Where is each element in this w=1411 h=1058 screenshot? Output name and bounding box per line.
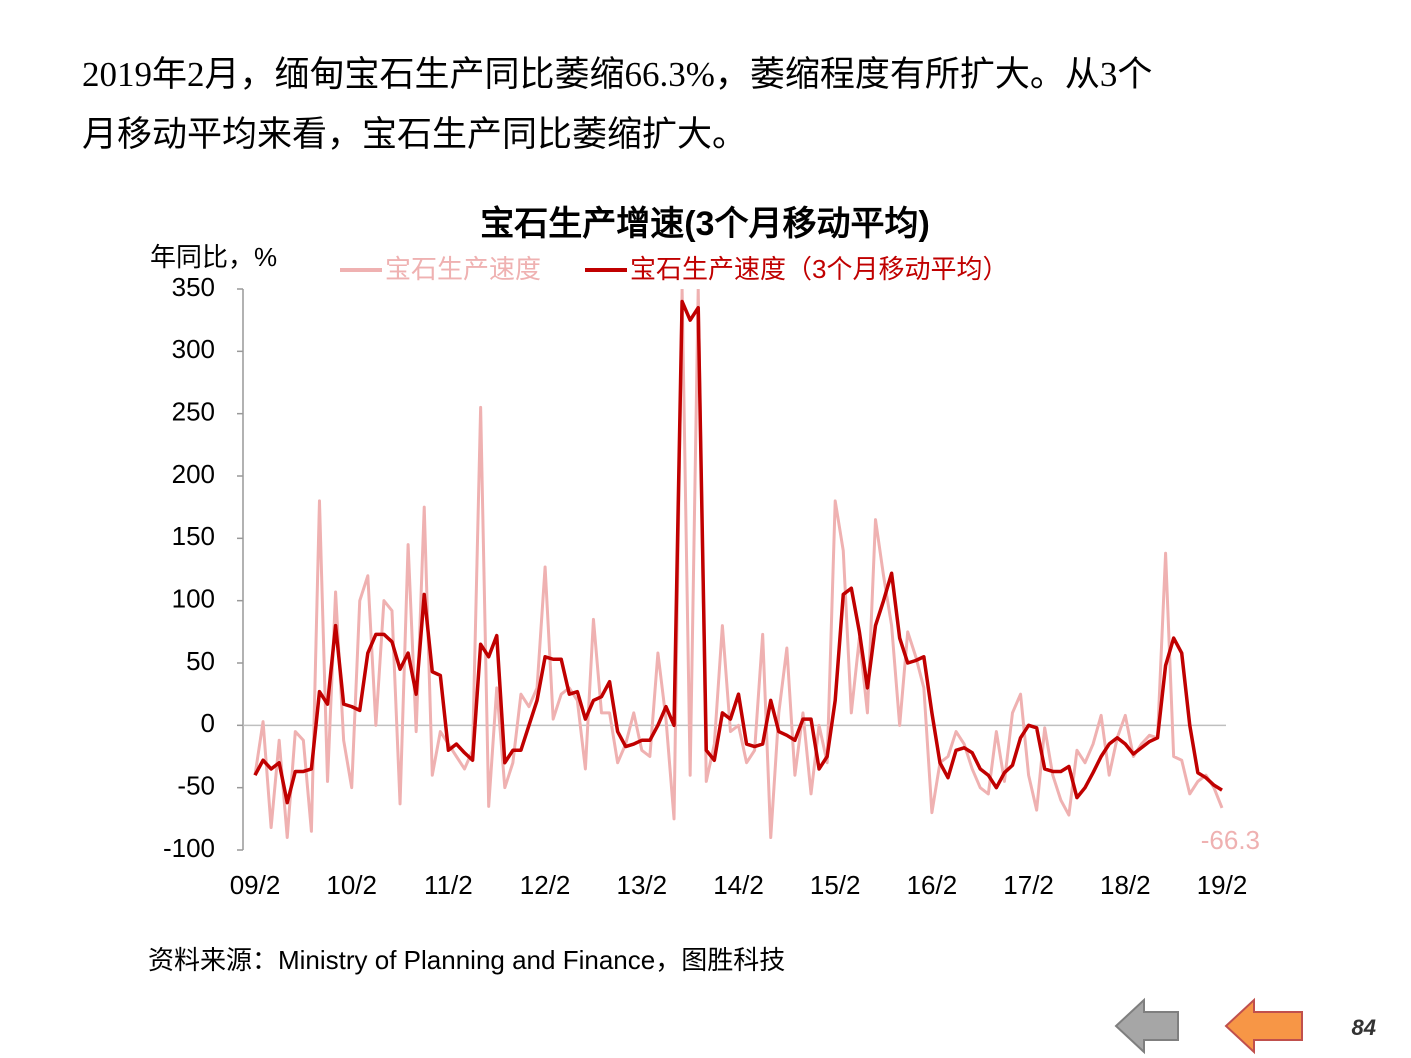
y-axis-label: 年同比，% bbox=[150, 242, 277, 272]
legend-label: 宝石生产速度（3个月移动平均） bbox=[630, 254, 1008, 284]
x-tick-label: 16/2 bbox=[907, 870, 958, 900]
source: 资料来源：Ministry of Planning and Finance，图胜… bbox=[148, 945, 785, 975]
y-tick-label: 100 bbox=[172, 584, 215, 614]
prev-button[interactable] bbox=[1224, 997, 1303, 1055]
x-tick-label: 19/2 bbox=[1197, 870, 1248, 900]
legend-label: 宝石生产速度 bbox=[385, 254, 541, 284]
series-line bbox=[253, 299, 1223, 805]
y-tick-label: 250 bbox=[172, 397, 215, 427]
y-tick-label: -100 bbox=[163, 833, 215, 863]
paragraph-line: 2019年2月，缅甸宝石生产同比萎缩66.3%，萎缩程度有所扩大。从3个 bbox=[82, 55, 1152, 94]
x-tick-label: 15/2 bbox=[810, 870, 861, 900]
x-tick-label: 09/2 bbox=[230, 870, 281, 900]
page-number: 84 bbox=[1352, 1015, 1376, 1040]
y-tick-label: -50 bbox=[177, 771, 215, 801]
y-tick-label: 0 bbox=[201, 708, 215, 738]
back-button[interactable] bbox=[1114, 997, 1179, 1055]
x-tick-label: 11/2 bbox=[424, 870, 473, 900]
y-tick-label: 50 bbox=[186, 646, 215, 676]
x-tick-label: 18/2 bbox=[1100, 870, 1151, 900]
y-tick-label: 200 bbox=[172, 459, 215, 489]
plot-area bbox=[253, 289, 1224, 840]
x-tick-label: 14/2 bbox=[713, 870, 764, 900]
data-label: -66.3 bbox=[1201, 825, 1260, 855]
paragraph-line: 月移动平均来看，宝石生产同比萎缩扩大。 bbox=[82, 115, 747, 154]
y-tick-label: 150 bbox=[172, 521, 215, 551]
x-tick-label: 17/2 bbox=[1003, 870, 1054, 900]
y-tick-label: 350 bbox=[172, 272, 215, 302]
y-tick-label: 300 bbox=[172, 334, 215, 364]
chart-title: 宝石生产增速(3个月移动平均) bbox=[480, 205, 930, 243]
x-tick-label: 13/2 bbox=[616, 870, 667, 900]
x-tick-label: 12/2 bbox=[520, 870, 571, 900]
series-line bbox=[253, 289, 1224, 840]
x-tick-label: 10/2 bbox=[326, 870, 377, 900]
